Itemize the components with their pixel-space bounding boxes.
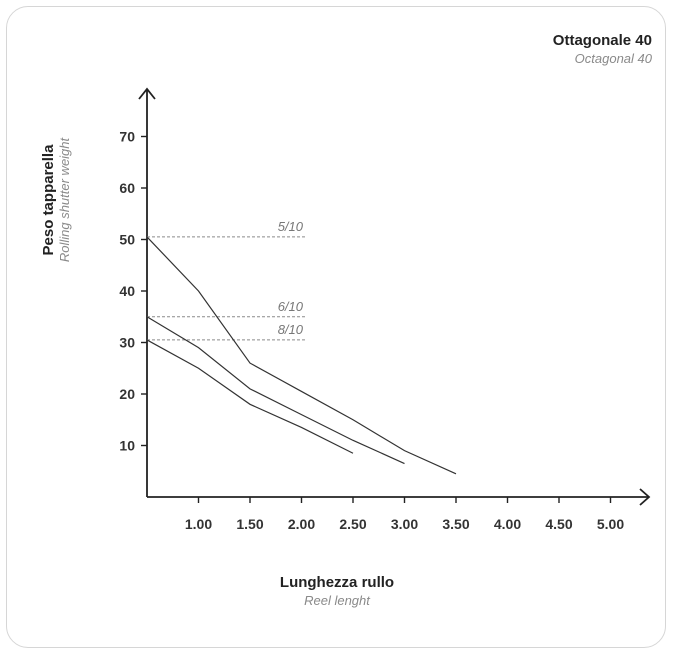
y-tick-label: 30: [119, 335, 135, 351]
series-label-8-10: 8/10: [278, 322, 304, 337]
x-tick-label: 3.00: [391, 516, 418, 532]
chart-title: Ottagonale 40: [552, 32, 652, 49]
series-line-8-10: [146, 339, 354, 454]
x-tick-label: 3.50: [442, 516, 469, 532]
x-tick-label: 4.00: [494, 516, 521, 532]
x-axis-label-block: Lunghezza rullo Reel lenght: [0, 574, 674, 608]
chart-title-block: Ottagonale 40 Octagonal 40: [553, 32, 652, 66]
y-tick-label: 40: [119, 283, 135, 299]
y-tick-label: 20: [119, 386, 135, 402]
y-tick-label: 50: [119, 232, 135, 248]
series-line-5-10: [146, 236, 457, 475]
series-line-6-10: [146, 316, 405, 465]
chart-subtitle: Octagonal 40: [574, 51, 652, 66]
x-tick-label: 2.50: [339, 516, 366, 532]
y-axis-arrow: [138, 87, 156, 100]
x-axis-sublabel: Reel lenght: [304, 593, 370, 608]
series-label-6-10: 6/10: [278, 299, 304, 314]
x-tick-label: 5.00: [597, 516, 624, 532]
x-tick-label: 2.00: [288, 516, 315, 532]
x-axis-label: Lunghezza rullo: [279, 574, 395, 591]
x-axis-arrow: [639, 488, 651, 506]
x-tick-label: 1.00: [185, 516, 212, 532]
series-label-5-10: 5/10: [278, 219, 304, 234]
y-tick-label: 10: [119, 438, 135, 454]
x-tick-label: 4.50: [545, 516, 572, 532]
y-tick-label: 60: [119, 180, 135, 196]
x-tick-label: 1.50: [236, 516, 263, 532]
y-tick-label: 70: [119, 129, 135, 145]
chart-card: [6, 6, 666, 648]
